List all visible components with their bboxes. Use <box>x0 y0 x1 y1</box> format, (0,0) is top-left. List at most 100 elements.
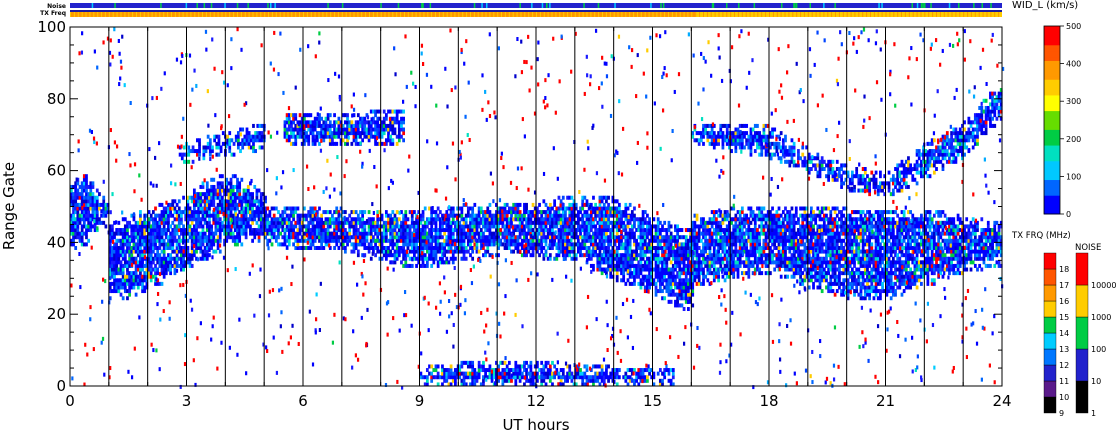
echo-cell <box>699 281 703 286</box>
echo-cell <box>620 238 623 243</box>
echo-cell <box>809 267 813 272</box>
echo-cell <box>262 228 265 233</box>
echo-cell <box>356 220 360 225</box>
echo-cell <box>652 217 656 222</box>
freq-tick <box>233 12 235 17</box>
echo-cell <box>441 245 444 250</box>
echo-cell <box>218 184 222 189</box>
echo-cell <box>663 228 667 233</box>
echo-cell <box>425 231 429 236</box>
echo-cell <box>315 245 319 250</box>
echo-cell <box>147 217 151 222</box>
echo-cell <box>758 271 761 276</box>
echo-cell <box>91 213 95 218</box>
echo-cell <box>661 267 664 272</box>
echo-cell <box>447 245 451 250</box>
echo-cell <box>417 253 421 258</box>
echo-cell <box>369 217 373 222</box>
echo-cell <box>570 202 574 207</box>
echo-cell <box>764 263 768 268</box>
echo-cell <box>391 245 395 250</box>
echo-cell <box>572 210 576 215</box>
echo-cell <box>585 220 589 225</box>
echo-cell <box>533 220 537 225</box>
echo-cell <box>369 224 373 229</box>
echo-cell <box>117 231 121 236</box>
echo-cell <box>192 217 196 222</box>
echo-cell <box>139 245 142 250</box>
echo-cell <box>617 242 621 247</box>
echo-cell <box>482 242 485 247</box>
echo-cell <box>605 231 608 236</box>
echo-cell <box>151 245 155 250</box>
echo-cell <box>743 235 746 240</box>
echo-cell <box>421 235 425 240</box>
freq-tick <box>516 12 518 17</box>
echo-cell <box>661 235 664 240</box>
echo-cell <box>108 285 112 290</box>
echo-cell <box>274 224 278 229</box>
echo-cell <box>309 242 313 247</box>
echo-cell <box>164 256 168 261</box>
echo-cell <box>471 210 475 215</box>
echo-cell <box>335 217 339 222</box>
echo-cell <box>602 220 606 225</box>
echo-cell <box>669 245 673 250</box>
echo-cell <box>231 231 235 236</box>
echo-cell <box>372 224 375 229</box>
echo-cell <box>699 249 703 254</box>
freq-tick <box>897 12 899 17</box>
echo-cell <box>637 267 641 272</box>
echo-cell <box>139 242 142 247</box>
echo-cell <box>333 210 336 215</box>
echo-cell <box>581 245 585 250</box>
echo-cell <box>691 260 695 265</box>
echo-cell <box>78 206 82 211</box>
echo-cell <box>156 235 160 240</box>
echo-cell <box>777 220 781 225</box>
echo-cell <box>723 238 727 243</box>
echo-cell <box>760 249 764 254</box>
freq-tick <box>570 12 572 17</box>
echo-cell <box>613 238 617 243</box>
echo-cell <box>566 253 569 258</box>
echo-cell <box>423 206 427 211</box>
echo-cell <box>732 271 736 276</box>
freq-tick <box>582 12 584 17</box>
echo-cell <box>529 231 533 236</box>
echo-cell <box>108 263 112 268</box>
echo-cell <box>507 206 511 211</box>
echo-cell <box>201 184 205 189</box>
echo-cell <box>771 224 774 229</box>
echo-cell <box>402 217 405 222</box>
echo-cell <box>760 206 764 211</box>
echo-cell <box>751 217 755 222</box>
echo-cell <box>197 238 201 243</box>
echo-cell <box>70 231 73 236</box>
echo-cell <box>667 256 671 261</box>
echo-cell <box>497 213 500 218</box>
echo-cell <box>495 210 498 215</box>
echo-cell <box>462 220 466 225</box>
echo-cell <box>406 224 410 229</box>
echo-cell <box>719 235 723 240</box>
echo-cell <box>650 245 654 250</box>
echo-cell <box>76 202 80 207</box>
echo-cell <box>249 213 252 218</box>
echo-cell <box>585 228 589 233</box>
echo-cell <box>192 249 196 254</box>
echo-cell <box>661 224 664 229</box>
noise-fleck <box>203 3 206 8</box>
echo-cell <box>104 213 108 218</box>
freq-tick <box>699 12 701 17</box>
echo-cell <box>680 292 684 297</box>
echo-cell <box>641 281 645 286</box>
echo-cell <box>311 242 315 247</box>
echo-cell <box>212 213 216 218</box>
echo-cell <box>564 256 567 261</box>
freq-tick <box>167 12 169 17</box>
echo-cell <box>432 253 436 258</box>
echo-cell <box>249 231 252 236</box>
echo-cell <box>557 238 561 243</box>
echo-cell <box>443 249 446 254</box>
